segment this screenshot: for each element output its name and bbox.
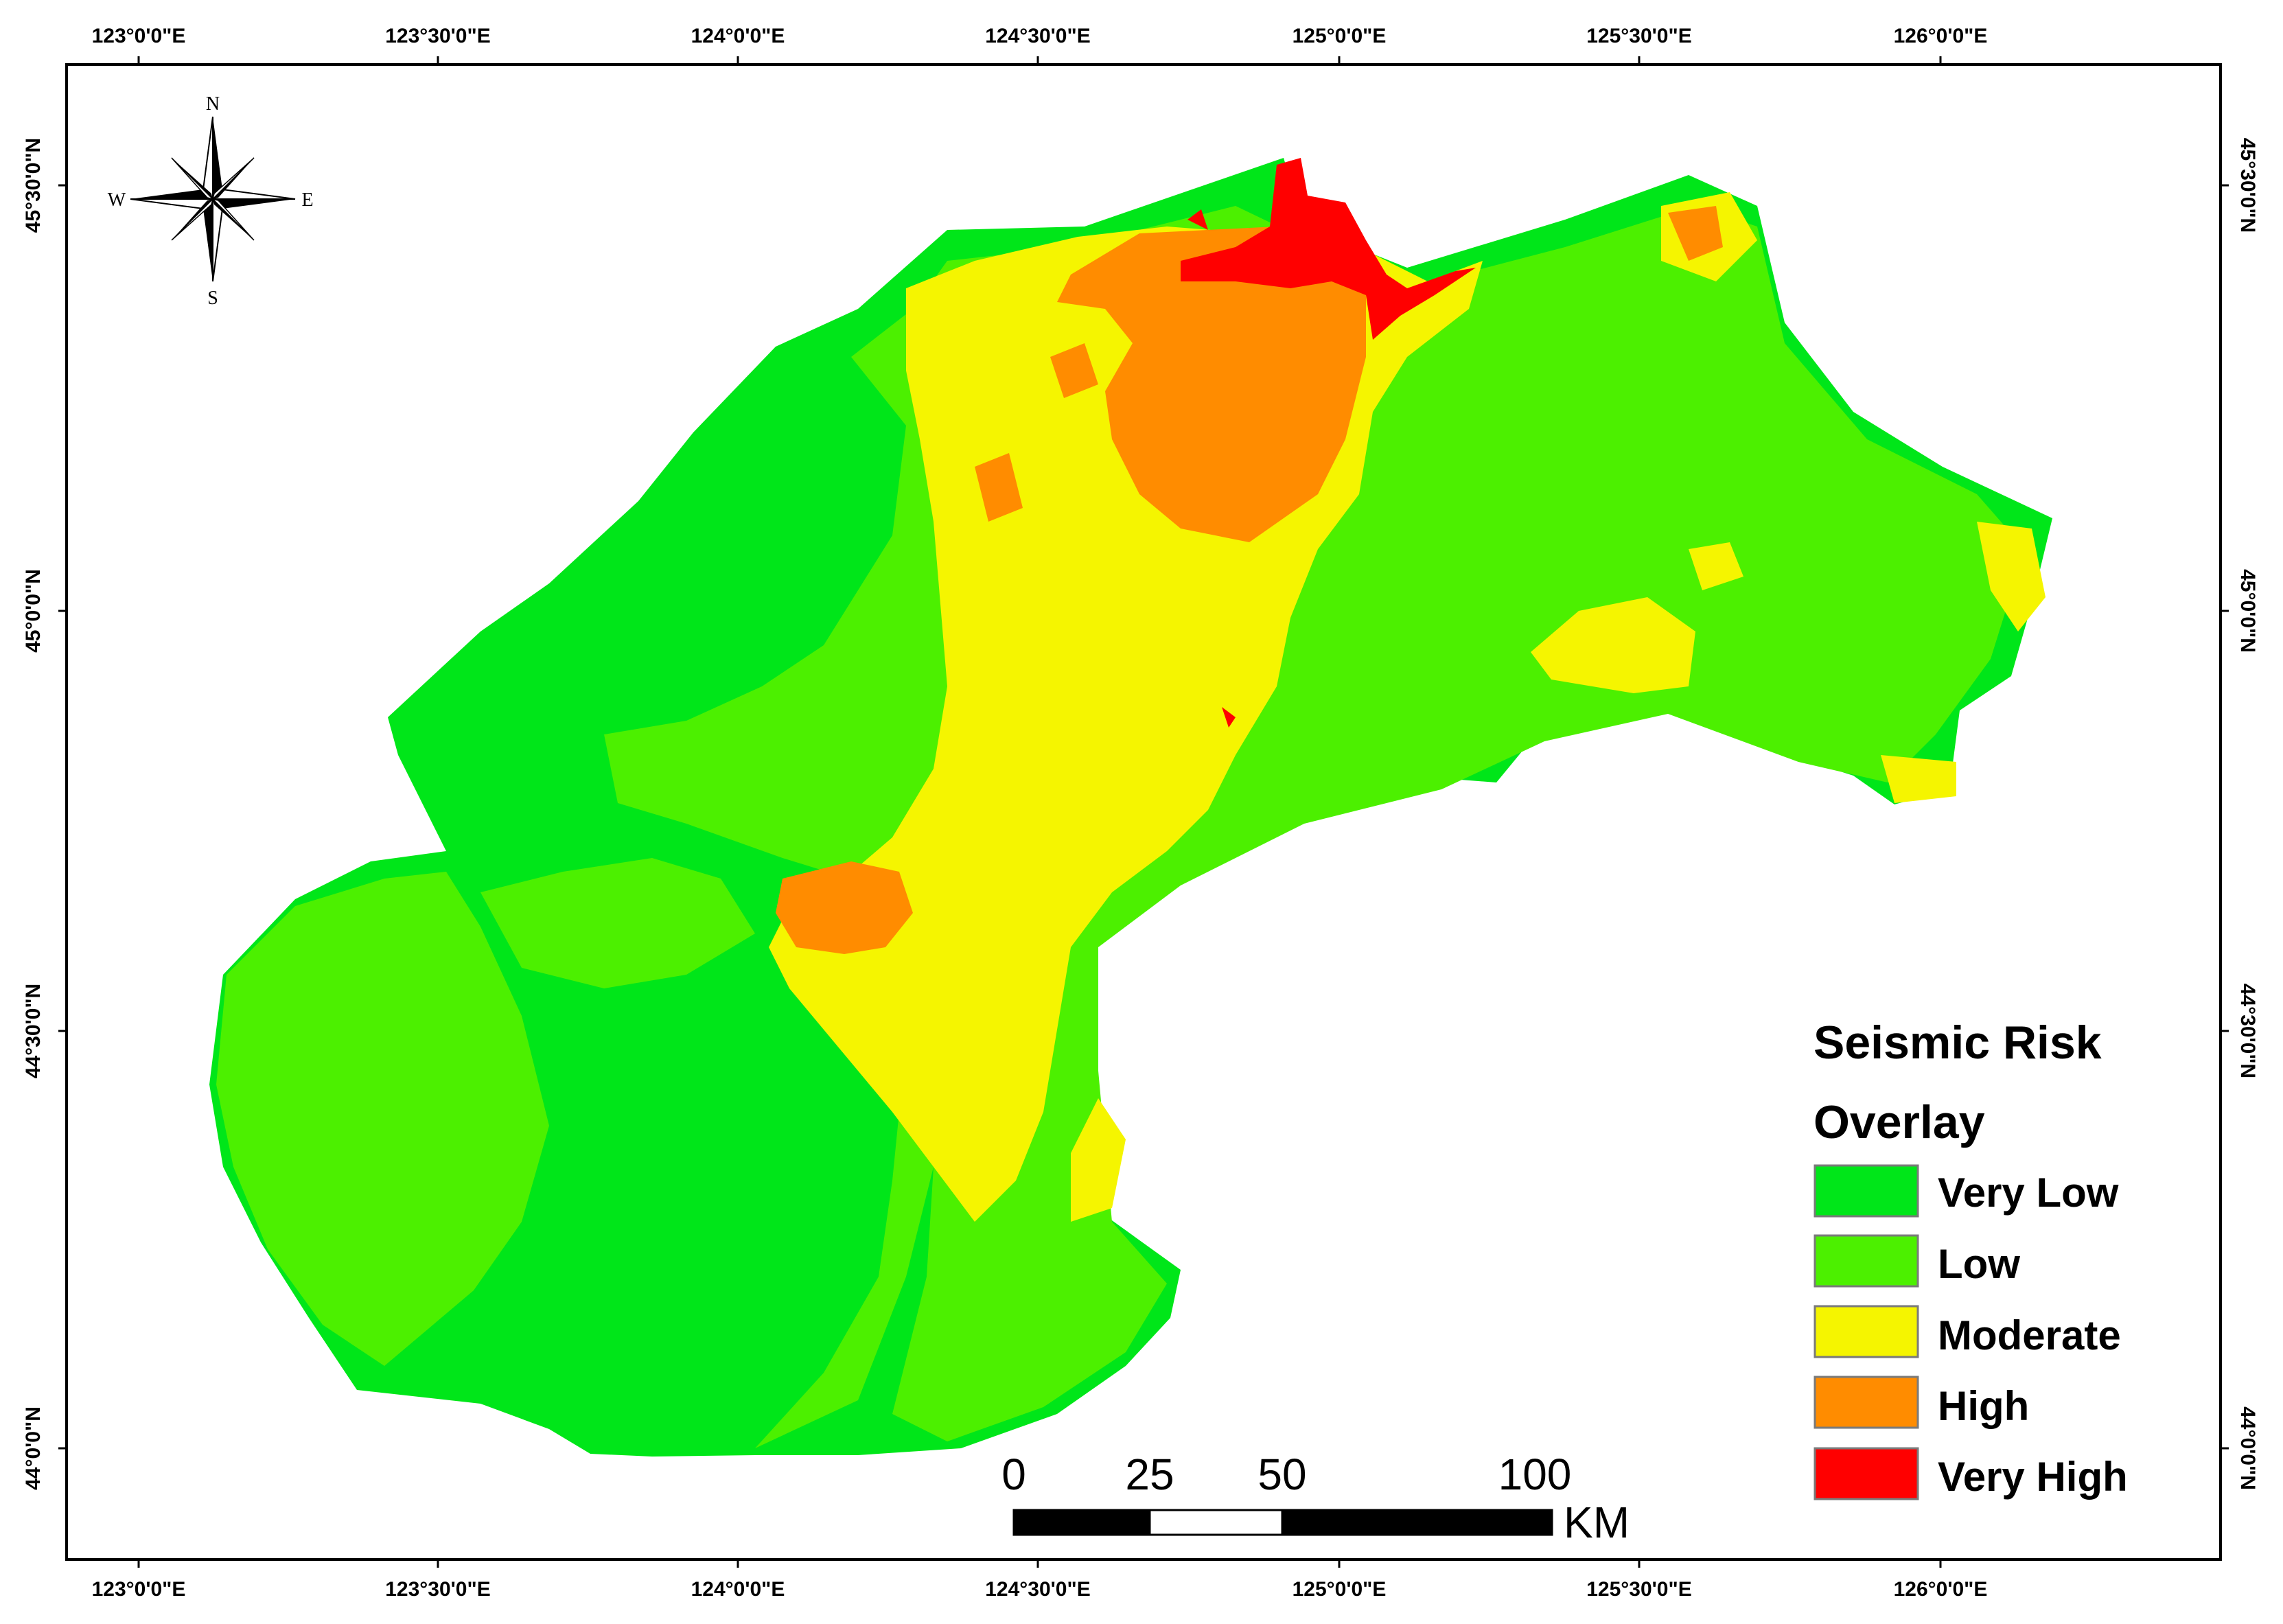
compass-south-arrow [203, 199, 213, 281]
bottom-lon-label: 123°30'0"E [385, 1578, 490, 1601]
zone-moderate [1071, 1098, 1126, 1222]
compass-s-label: S [207, 288, 218, 309]
zone-high [1057, 227, 1366, 542]
legend-label-very-high: Very High [1938, 1454, 2128, 1500]
bottom-lon-label: 124°30'0"E [985, 1578, 1090, 1601]
legend-title-line1: Seismic Risk [1813, 1017, 2102, 1069]
scale-tick-label: 25 [1125, 1450, 1174, 1499]
compass-rose: N S E W [108, 93, 314, 309]
legend-label-very-low: Very Low [1938, 1170, 2119, 1216]
left-latitude-labels: 45°30'0"N 45°0'0"N 44°30'0"N 44°0'0"N [22, 138, 45, 1490]
zone-very-high [1187, 209, 1208, 230]
scale-tick-label: 0 [1001, 1450, 1026, 1499]
legend-swatch-low [1813, 1234, 1919, 1288]
zone-low [480, 858, 755, 988]
zone-moderate [1689, 542, 1743, 590]
zone-low [755, 1112, 934, 1448]
legend-title-line2: Overlay [1813, 1096, 1985, 1148]
risk-zones [209, 158, 2052, 1457]
compass-east-arrow [213, 199, 295, 209]
scale-segment [1012, 1509, 1151, 1536]
bottom-lon-label: 125°0'0"E [1293, 1578, 1387, 1601]
bottom-lon-label: 125°30'0"E [1586, 1578, 1691, 1601]
zone-high [975, 453, 1023, 522]
legend-swatch-moderate [1813, 1305, 1919, 1358]
zone-high [776, 861, 913, 954]
right-lat-label: 44°0'0"N [2236, 1406, 2259, 1490]
compass-e-label: E [301, 189, 313, 211]
scale-tick-label: 50 [1258, 1450, 1306, 1499]
zone-moderate [1531, 597, 1695, 693]
right-lat-label: 45°30'0"N [2236, 138, 2259, 233]
zone-moderate [1977, 522, 2046, 631]
scale-segment [1281, 1509, 1553, 1536]
bottom-lon-label: 123°0'0"E [92, 1578, 186, 1601]
right-lat-label: 45°0'0"N [2236, 569, 2259, 653]
legend-swatch-very-low [1813, 1164, 1919, 1218]
left-lat-label: 44°0'0"N [22, 1406, 45, 1490]
zone-low [216, 872, 549, 1366]
scale-unit-label: KM [1564, 1498, 1630, 1547]
left-lat-label: 44°30'0"N [22, 984, 45, 1078]
zone-very-high [1181, 158, 1476, 340]
bottom-longitude-labels: 123°0'0"E 123°30'0"E 124°0'0"E 124°30'0"… [92, 1578, 1988, 1601]
legend-label-high: High [1938, 1383, 2029, 1429]
tick-marks [58, 56, 2229, 1568]
bottom-lon-label: 126°0'0"E [1894, 1578, 1988, 1601]
left-lat-label: 45°0'0"N [22, 569, 45, 653]
zone-high [1668, 206, 1723, 261]
top-lon-label: 123°0'0"E [92, 25, 186, 47]
right-lat-label: 44°30'0"N [2236, 984, 2259, 1078]
scale-tick-label: 100 [1498, 1450, 1572, 1499]
compass-north-arrow [213, 117, 222, 199]
compass-diagonal-arrow [171, 197, 214, 241]
zone-high [1050, 343, 1098, 398]
top-lon-label: 125°0'0"E [1293, 25, 1387, 47]
top-lon-label: 125°30'0"E [1586, 25, 1691, 47]
compass-w-label: W [108, 189, 126, 211]
compass-diagonal-arrow [211, 198, 255, 241]
legend-swatch-high [1813, 1376, 1919, 1429]
left-lat-label: 45°30'0"N [22, 138, 45, 233]
zone-very-high [1222, 707, 1236, 728]
compass-west-arrow [130, 189, 213, 199]
bottom-lon-label: 124°0'0"E [691, 1578, 785, 1601]
legend-label-low: Low [1938, 1241, 2020, 1287]
compass-diagonal-arrow [171, 157, 215, 200]
top-lon-label: 123°30'0"E [385, 25, 490, 47]
top-lon-label: 126°0'0"E [1894, 25, 1988, 47]
top-lon-label: 124°0'0"E [691, 25, 785, 47]
compass-n-label: N [206, 93, 220, 115]
scale-bar: 0 25 50 100 KM [1001, 1450, 1630, 1547]
legend: Seismic Risk Overlay Very Low Low Modera… [1813, 1017, 2128, 1500]
legend-swatch-very-high [1813, 1447, 1919, 1500]
right-latitude-labels: 45°30'0"N 45°0'0"N 44°30'0"N 44°0'0"N [2236, 138, 2259, 1490]
scale-segment [1148, 1509, 1284, 1536]
legend-label-moderate: Moderate [1938, 1312, 2121, 1358]
top-longitude-labels: 123°0'0"E 123°30'0"E 124°0'0"E 124°30'0"… [92, 25, 1988, 47]
zone-moderate [1881, 755, 1956, 803]
top-lon-label: 124°30'0"E [985, 25, 1090, 47]
compass-diagonal-arrow [211, 157, 255, 201]
